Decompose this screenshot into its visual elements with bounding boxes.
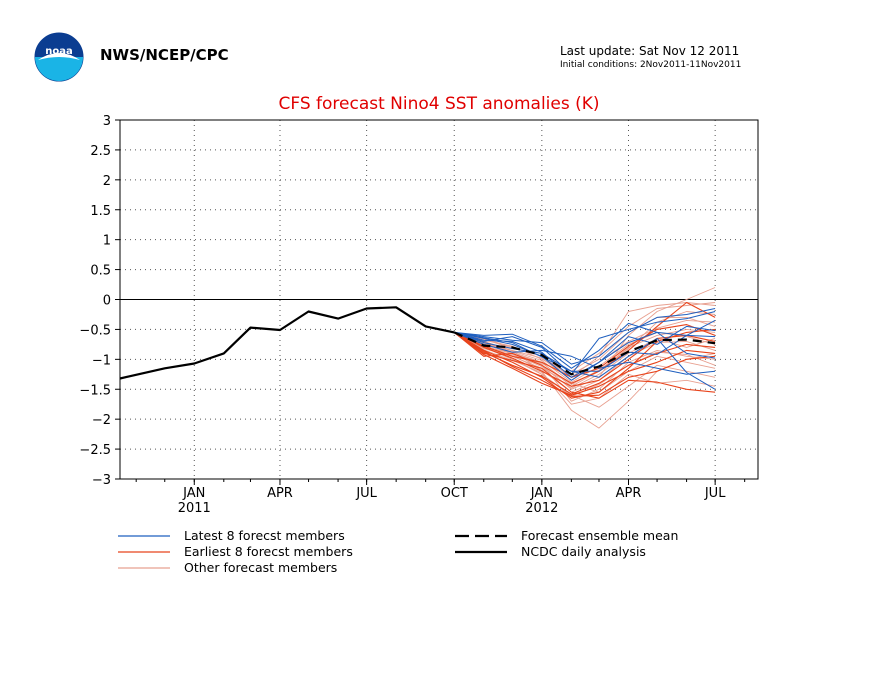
- plot-frame: [119, 119, 759, 480]
- y-tick-label: 2: [103, 174, 111, 189]
- x-tick-label: APR: [267, 486, 293, 501]
- legend-label: Latest 8 forecst members: [184, 528, 345, 543]
- axis-layer: 32.521.510.50−0.5−1−1.5−2−2.5−3JAN2011AP…: [79, 114, 746, 516]
- y-tick-label: −1: [92, 353, 111, 368]
- y-tick-label: −2: [92, 413, 111, 428]
- latest-member-line: [454, 311, 716, 375]
- y-tick-label: −0.5: [79, 323, 111, 338]
- y-tick-label: 1: [103, 234, 111, 249]
- y-tick-label: −1.5: [79, 383, 111, 398]
- legend-entry: Other forecast members: [118, 560, 337, 575]
- legend-label: Forecast ensemble mean: [521, 528, 678, 543]
- earliest-member-line: [453, 324, 716, 378]
- earliest-member-line: [453, 331, 716, 399]
- x-tick-label: APR: [616, 486, 642, 501]
- series-layer: [119, 306, 716, 380]
- noaa-logo: noaa: [34, 32, 84, 82]
- legend-label: Earliest 8 forecst members: [184, 544, 353, 559]
- x-year-label: 2011: [178, 501, 211, 516]
- earliest-member-line: [453, 331, 716, 396]
- legend-entry: NCDC daily analysis: [455, 544, 646, 559]
- y-tick-label: 0.5: [90, 264, 111, 279]
- ensemble-mean-line: [453, 331, 716, 376]
- x-tick-label: OCT: [441, 486, 468, 501]
- y-tick-label: 1.5: [90, 204, 111, 219]
- earliest-member-line: [453, 331, 716, 387]
- x-tick-label: JUL: [355, 486, 377, 501]
- latest-member-line: [454, 322, 716, 369]
- latest-member-line: [454, 331, 716, 375]
- legend-entry: Forecast ensemble mean: [455, 528, 678, 543]
- grid-layer: [120, 120, 758, 479]
- legend-label: Other forecast members: [184, 560, 337, 575]
- initial-conditions: Initial conditions: 2Nov2011-11Nov2011: [560, 60, 742, 70]
- noaa-logo-text: noaa: [45, 46, 73, 57]
- latest-member-line: [454, 308, 716, 365]
- y-tick-label: 3: [103, 114, 111, 129]
- x-year-label: 2012: [525, 501, 558, 516]
- other-member-line: [454, 331, 716, 393]
- earliest-member-line: [453, 301, 716, 384]
- chart-title: CFS forecast Nino4 SST anomalies (K): [278, 94, 599, 114]
- earliest-member-line: [453, 331, 716, 397]
- x-tick-label: JAN: [530, 486, 553, 501]
- other-member-line: [454, 316, 716, 375]
- y-tick-label: 0: [103, 294, 111, 309]
- other-member-line: [453, 332, 716, 405]
- members-layer: [453, 287, 716, 429]
- last-update: Last update: Sat Nov 12 2011: [560, 44, 740, 58]
- ncdc-analysis-line: [119, 306, 455, 380]
- x-tick-label: JUL: [704, 486, 726, 501]
- legend-label: NCDC daily analysis: [521, 544, 646, 559]
- x-tick-label: JAN: [182, 486, 205, 501]
- header-org: NWS/NCEP/CPC: [100, 46, 229, 64]
- y-tick-label: −3: [92, 473, 111, 488]
- legend-entry: Latest 8 forecst members: [118, 528, 345, 543]
- legend-entry: Earliest 8 forecst members: [118, 544, 353, 559]
- y-tick-label: 2.5: [90, 144, 111, 159]
- y-tick-label: −2.5: [79, 443, 111, 458]
